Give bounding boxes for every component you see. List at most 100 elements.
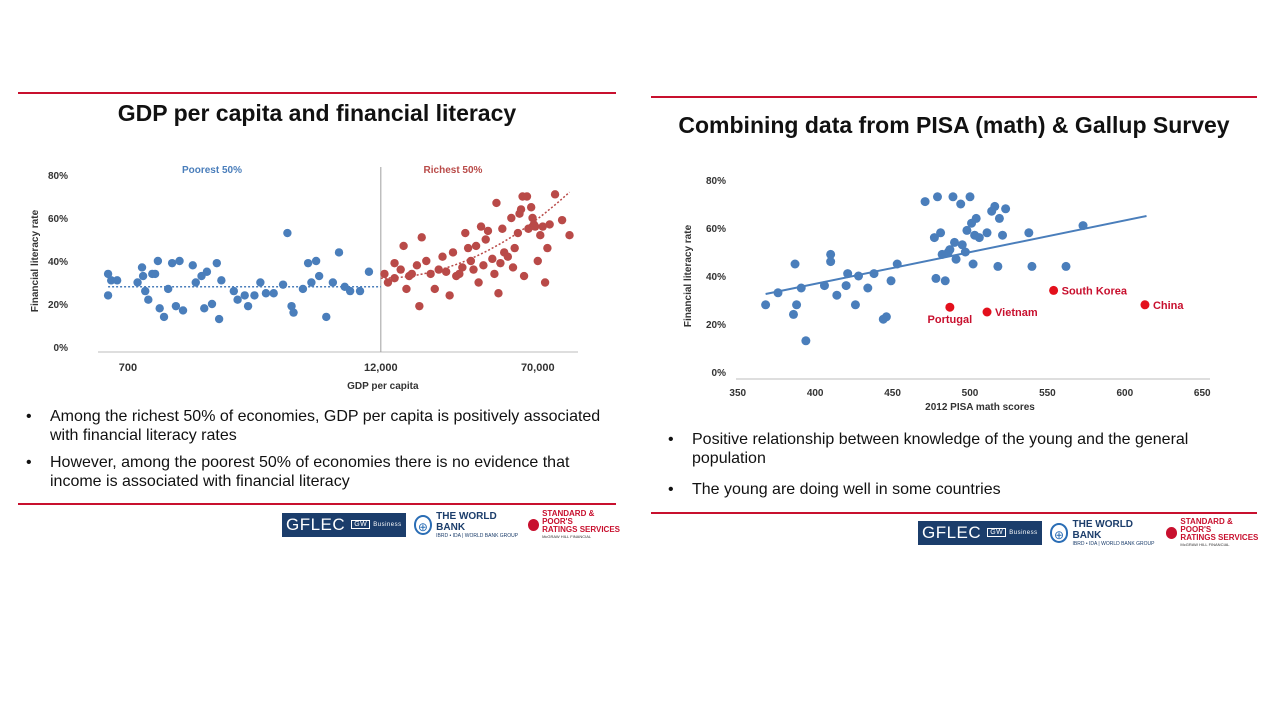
data-point-richest [479,261,488,270]
data-point-poorest [153,256,163,266]
bullet-item: • However, among the poorest 50% of econo… [26,454,570,490]
data-point [788,309,798,319]
data-point [843,269,853,279]
data-point [792,300,802,310]
data-point-richest [415,301,424,311]
data-point-poorest [207,299,217,309]
data-point-poorest [355,286,365,296]
data-point-richest [448,248,458,257]
data-point-richest [474,278,483,287]
data-point-poorest [243,301,253,311]
data-point [998,230,1008,240]
data-point-richest [538,222,547,231]
highlight-point [1140,300,1150,310]
data-point [945,245,955,255]
x-axis-label: 2012 PISA math scores [925,402,1035,413]
y-axis-label: Financial literacy rate [683,224,694,327]
data-point-richest [463,243,473,253]
data-point-richest [412,261,422,270]
data-point [940,276,950,286]
data-point [761,300,771,310]
y-tick-label: 60% [48,214,68,225]
data-point-richest [522,192,532,201]
bullet-item: • The young are doing well in some countr… [668,481,1001,498]
data-point-richest [565,231,574,240]
data-point-poorest [171,301,181,311]
x-tick-label: 650 [1194,388,1211,399]
data-point-poorest [217,276,226,285]
x-tick-label: 70,000 [521,362,555,374]
gflec-logo-text: GFLEC [286,514,346,534]
data-point-richest [438,252,447,261]
bottom-rule [651,512,1257,514]
data-point-poorest [278,280,288,289]
data-point-poorest [229,286,239,296]
gw-mark: GW [351,520,371,529]
data-point-richest [526,203,536,212]
y-tick-label: 40% [48,257,68,268]
world-bank-subtext: IBRD • IDA | WORLD BANK GROUP [1072,540,1155,547]
data-point-richest [492,198,501,208]
data-point-poorest [178,306,188,315]
data-point-richest [380,269,389,279]
bullet-item: • Among the richest 50% of economies, GDP… [26,408,601,444]
data-point-poorest [269,289,278,298]
data-point [826,257,836,267]
data-point-richest [383,278,393,287]
data-point [971,213,981,223]
data-point [965,192,975,202]
data-point [892,259,902,269]
highlight-point [1049,285,1059,295]
data-point-richest [533,256,542,266]
data-point [881,312,891,322]
right-slide: Combining data from PISA (math) & Gallup… [640,0,1260,720]
x-tick-label: 700 [119,362,137,374]
world-bank-text: THE WORLD BANK [436,510,497,533]
data-point [854,271,864,281]
x-tick-label: 500 [962,388,979,399]
data-point-poorest [175,256,184,266]
data-point-richest [390,274,399,283]
data-point-poorest [283,228,292,238]
data-point [1061,261,1071,271]
data-point-poorest [103,269,113,279]
data-point-richest [550,190,560,199]
data-point-richest [519,271,529,281]
data-point-poorest [163,284,173,294]
x-tick-label: 350 [729,388,746,399]
data-point-poorest [250,291,259,300]
data-point [850,300,860,310]
data-point-poorest [261,289,271,298]
x-tick-label: 550 [1039,388,1056,399]
bullet-text: The young are doing well in some countri… [692,481,1001,498]
y-tick-label: 20% [48,300,68,311]
pisa-gallup-chart: 0% 20% 40% 60% 80% 350 400 450 500 550 600 650 2012 … [683,176,1211,413]
gdp-literacy-chart: 0% 20% 40% 60% 80% 700 12,000 70,000 GDP per cap… [30,165,578,392]
data-point [863,283,873,293]
data-point-poorest [240,291,249,300]
data-point [968,259,978,269]
data-point-poorest [138,271,148,281]
data-point-richest [390,258,399,268]
data-point [869,269,879,279]
data-point-richest [441,267,451,276]
data-point-richest [483,226,493,236]
logo-bar: GFLEC GW Business ⊕ THE WORLD BANK IBRD … [282,510,620,539]
globe-icon: ⊕ [1049,522,1069,543]
gflec-logo: GFLEC GW Business [282,512,406,537]
data-point [994,213,1004,223]
trend-line-richest [380,191,570,279]
data-point-poorest [103,291,113,300]
data-point [1078,221,1088,231]
world-bank-logo: ⊕ THE WORLD BANK IBRD • IDA | WORLD BANK… [413,510,520,539]
data-point-poorest [289,308,298,317]
slide-title: GDP per capita and financial literacy [117,100,517,126]
data-point [962,225,972,235]
sp-logo: STANDARD & POOR'S RATINGS SERVICES McGRA… [1166,518,1260,547]
data-point-richest [494,289,503,298]
data-point-richest [507,213,516,223]
data-point-richest [488,254,497,264]
highlight-point [945,302,955,312]
bullet-text: However, among the poorest 50% of econom… [50,454,570,490]
top-rule [18,92,616,94]
